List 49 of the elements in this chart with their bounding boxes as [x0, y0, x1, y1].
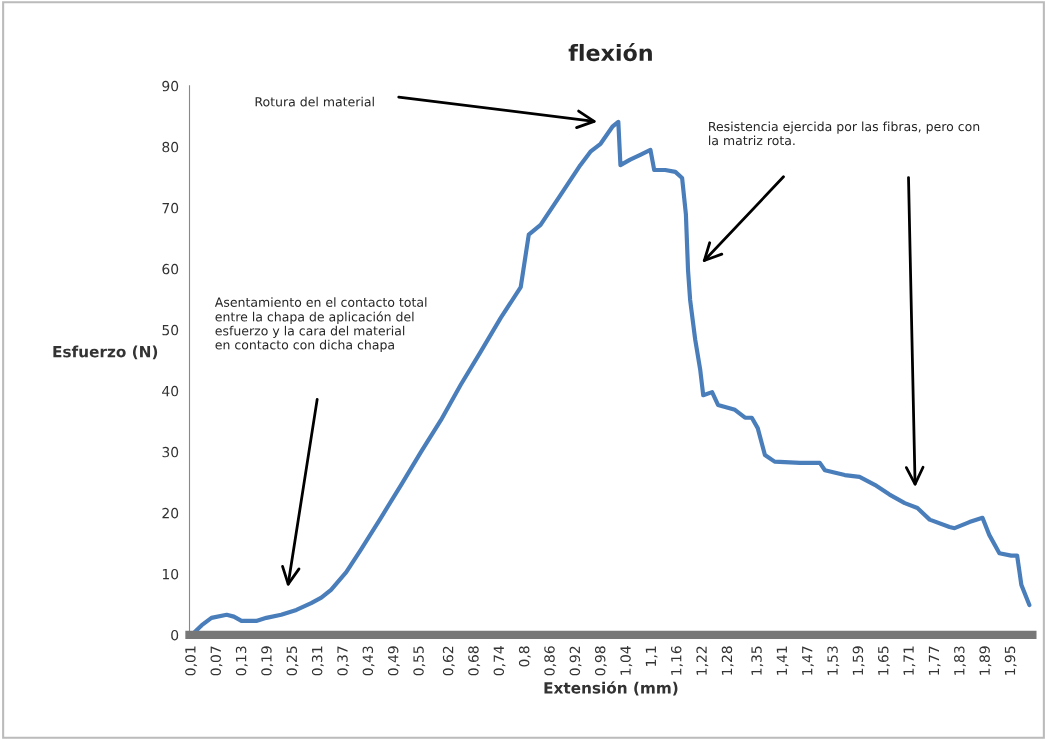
x-tick-label: 0,62 [442, 646, 455, 676]
x-tick-label: 1,59 [852, 646, 865, 675]
x-tick-label: 0,92 [569, 646, 582, 676]
x-tick-label: 1,47 [802, 646, 814, 675]
x-tick-label: 0,13 [235, 646, 248, 676]
y-axis-title: Esfuerzo (N) [53, 345, 158, 360]
x-tick-label: 0,86 [544, 646, 557, 676]
y-tick-label: 80 [162, 141, 179, 153]
x-tick-label: 0,49 [387, 646, 400, 676]
annotation: Resistencia ejercida por las fibras, pero con la matriz rota. [709, 121, 980, 146]
y-tick-label: 70 [162, 202, 179, 214]
y-tick-label: 0 [171, 629, 179, 641]
x-tick-label: 0,68 [468, 646, 481, 676]
x-tick-label: 1,65 [878, 646, 890, 675]
x-tick-label: 1,71 [903, 646, 916, 675]
x-tick-label: 0,19 [261, 646, 274, 676]
x-tick-label: 1,04 [620, 646, 633, 675]
annotation: Rotura del material [255, 96, 374, 107]
x-tick-label: 0,25 [286, 646, 299, 676]
x-tick-label: 1,77 [928, 646, 941, 675]
x-tick-label: 0,8 [518, 646, 531, 667]
x-axis-title: Extensión (mm) [544, 681, 678, 696]
y-tick-label: 90 [162, 80, 179, 92]
y-tick-label: 60 [162, 263, 179, 275]
x-tick-label: 1,83 [954, 646, 966, 675]
y-tick-label: 40 [162, 385, 179, 397]
x-tick-label: 0,37 [337, 646, 350, 676]
x-tick-label: 1,41 [776, 646, 789, 675]
x-tick-label: 0,43 [362, 646, 375, 676]
y-tick-label: 30 [162, 446, 179, 458]
x-tick-label: 1,28 [721, 646, 734, 675]
x-tick-label: 0,55 [413, 646, 426, 676]
x-tick-label: 1,89 [979, 646, 992, 675]
x-tick-label: 0,31 [311, 646, 324, 676]
x-tick-label: 1,1 [645, 646, 658, 666]
y-tick-label: 10 [162, 568, 179, 580]
chart-title: flexión [568, 43, 652, 62]
x-tick-label: 0,01 [185, 646, 198, 676]
x-tick-label: 0,74 [493, 646, 506, 676]
x-tick-label: 0,98 [594, 646, 607, 676]
x-tick-label: 1,53 [827, 646, 840, 675]
y-tick-label: 50 [162, 324, 179, 336]
x-tick-label: 1,95 [1004, 646, 1017, 675]
x-tick-label: 1,35 [751, 646, 764, 675]
x-tick-label: 1,16 [670, 646, 683, 675]
y-tick-label: 20 [162, 507, 179, 519]
annotation: Asentamiento en el contacto total entre la chapa de aplicación del esfuerzo y la cara del material en contacto con dicha chapa [214, 297, 427, 352]
x-tick-label: 0,07 [210, 646, 223, 676]
x-tick-label: 1,22 [696, 646, 709, 675]
